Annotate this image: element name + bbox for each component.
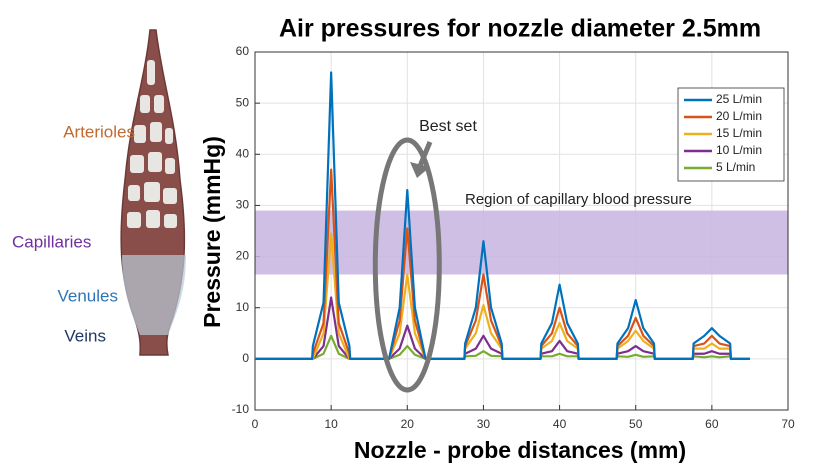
label-arterioles: Arterioles	[63, 122, 135, 141]
capillary-band	[255, 210, 788, 275]
y-tick-label: 60	[236, 44, 250, 58]
y-tick-label: 30	[236, 198, 250, 212]
legend-label: 25 L/min	[716, 92, 762, 106]
legend-label: 5 L/min	[716, 160, 755, 174]
legend-label: 10 L/min	[716, 143, 762, 157]
plot-frame	[254, 51, 789, 411]
highlight-ellipse	[372, 137, 442, 393]
legend-label: 15 L/min	[716, 126, 762, 140]
x-tick-label: 50	[629, 417, 643, 431]
y-tick-label: 10	[236, 300, 250, 314]
vessel-cells	[127, 60, 177, 228]
y-tick-label: 0	[242, 351, 249, 365]
highlight-arrowhead	[410, 162, 430, 178]
y-tick-label: 40	[236, 146, 250, 160]
venule-region	[122, 255, 186, 335]
y-axis-label: Pressure (mmHg)	[199, 136, 225, 328]
x-tick-label: 20	[401, 417, 415, 431]
label-veins: Veins	[64, 326, 106, 345]
x-tick-label: 70	[781, 417, 795, 431]
y-tick-label: 20	[236, 249, 250, 263]
legend-label: 20 L/min	[716, 109, 762, 123]
highlight-arrow	[417, 141, 433, 167]
x-tick-label: 60	[705, 417, 719, 431]
band-label: Region of capillary blood pressure	[465, 191, 692, 208]
x-axis-label: Nozzle - probe distances (mm)	[354, 437, 686, 463]
label-venules: Venules	[58, 286, 119, 305]
x-tick-label: 30	[477, 417, 491, 431]
x-tick-label: 0	[252, 417, 259, 431]
x-tick-label: 10	[324, 417, 338, 431]
label-capillaries: Capillaries	[12, 232, 91, 251]
series-line	[255, 71, 750, 360]
x-tick-label: 40	[553, 417, 567, 431]
highlight-label: Best set	[419, 118, 477, 135]
illustration	[120, 29, 186, 356]
y-tick-label: -10	[232, 402, 250, 416]
lines	[255, 71, 750, 360]
y-tick-label: 50	[236, 95, 250, 109]
chart-title: Air pressures for nozzle diameter 2.5mm	[279, 15, 761, 43]
